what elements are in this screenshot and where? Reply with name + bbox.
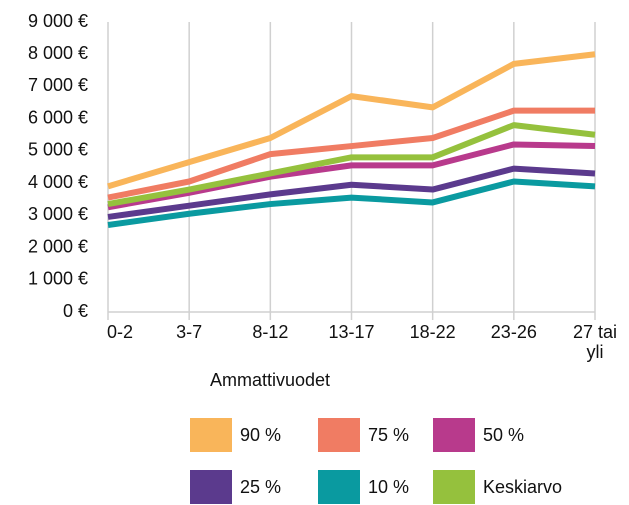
- x-tick-label: 0-2: [106, 322, 133, 342]
- x-tick-label: 18-22: [409, 322, 456, 342]
- series-line: [107, 122, 596, 208]
- legend-swatch: [190, 418, 232, 452]
- y-tick-label: 8 000 €: [28, 43, 88, 63]
- y-tick-label: 9 000 €: [28, 11, 88, 31]
- legend-label: 10 %: [368, 477, 409, 497]
- y-tick-label: 7 000 €: [28, 75, 88, 95]
- legend-label: 75 %: [368, 425, 409, 445]
- legend-swatch: [190, 470, 232, 504]
- x-axis-title: Ammattivuodet: [210, 370, 330, 390]
- x-tick-label: 13-17: [328, 322, 375, 342]
- y-tick-label: 1 000 €: [28, 269, 88, 289]
- y-tick-label: 0 €: [63, 301, 88, 321]
- x-tick-label: 3-7: [176, 322, 203, 342]
- x-tick-label: 8-12: [252, 322, 289, 342]
- y-tick-label: 3 000 €: [28, 204, 88, 224]
- legend-swatch: [433, 418, 475, 452]
- series-line: [107, 165, 596, 220]
- legend-swatch: [318, 418, 360, 452]
- series-line: [107, 178, 596, 228]
- legend-label: 25 %: [240, 477, 281, 497]
- legend-label: 90 %: [240, 425, 281, 445]
- y-tick-label: 4 000 €: [28, 172, 88, 192]
- series-line: [107, 51, 596, 190]
- legend-label: Keskiarvo: [483, 477, 562, 497]
- series-line: [107, 141, 596, 211]
- y-tick-label: 5 000 €: [28, 140, 88, 160]
- x-tick-label: 23-26: [490, 322, 537, 342]
- x-tick-label: 27 tai yli: [572, 322, 618, 362]
- legend-label: 50 %: [483, 425, 524, 445]
- series-line: [107, 107, 595, 201]
- legend-swatch: [433, 470, 475, 504]
- legend-swatch: [318, 470, 360, 504]
- y-tick-label: 2 000 €: [28, 236, 88, 256]
- y-tick-label: 6 000 €: [28, 107, 88, 127]
